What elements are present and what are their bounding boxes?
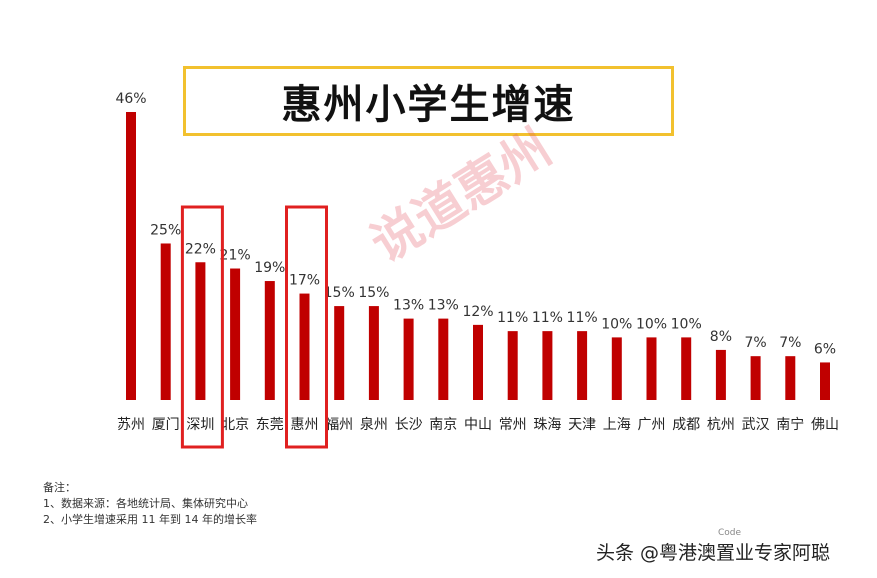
value-labels-layer: 46%25%22% 21%19%17%15% 15%13% 13% 12% 11% 11% 1…	[115, 91, 836, 357]
category-label-16: 广州	[638, 417, 666, 433]
value-label-13: 11%	[532, 310, 563, 326]
category-label-9: 长沙	[395, 417, 423, 433]
value-label-17: 10%	[671, 316, 702, 332]
bar-16	[646, 337, 657, 400]
highlight-box-6	[285, 205, 328, 449]
category-label-14: 天津	[568, 417, 596, 433]
value-label-15: 10%	[601, 316, 632, 332]
bar-19	[750, 356, 761, 400]
value-label-21: 6%	[814, 341, 836, 357]
chart-title: 惠州小学生增速	[281, 82, 576, 128]
bar-10	[438, 318, 449, 400]
bar-18	[715, 349, 726, 400]
category-label-11: 中山	[464, 417, 492, 433]
bar-9	[403, 318, 414, 400]
value-label-19: 7%	[744, 335, 766, 351]
bar-1	[126, 112, 136, 400]
category-label-8: 泉州	[360, 416, 388, 433]
value-label-14: 11%	[567, 310, 598, 326]
bar-3	[195, 262, 206, 400]
bar-17	[681, 337, 692, 400]
value-label-11: 12%	[462, 304, 493, 320]
value-label-20: 7%	[779, 335, 801, 351]
bar-2	[160, 243, 171, 400]
source-tag: Code	[718, 528, 742, 538]
bars-layer	[126, 112, 830, 400]
bar-6	[299, 293, 310, 400]
notes: 备注： 1、数据来源：各地统计局、集体研究中心 2、小学生增速采用 11 年到 …	[43, 480, 257, 528]
bar-12	[507, 331, 518, 400]
category-label-13: 珠海	[533, 417, 561, 433]
value-label-18: 8%	[710, 329, 732, 345]
value-label-6: 17%	[289, 273, 320, 289]
value-label-10: 13%	[428, 298, 459, 314]
highlight-layer	[180, 205, 328, 449]
category-label-10: 南京	[429, 417, 457, 433]
footer-credit: 头条 @粤港澳置业专家阿聪	[596, 542, 831, 564]
bar-21	[820, 362, 830, 400]
value-label-4: 21%	[220, 248, 251, 264]
notes-line-1: 1、数据来源：各地统计局、集体研究中心	[43, 497, 248, 510]
bar-8	[368, 306, 379, 400]
bar-5	[264, 281, 275, 400]
category-label-15: 上海	[603, 417, 631, 433]
category-label-12: 常州	[499, 417, 527, 433]
value-label-9: 13%	[393, 298, 424, 314]
value-label-8: 15%	[358, 285, 389, 301]
bar-15	[611, 337, 622, 400]
notes-heading: 备注：	[43, 481, 76, 494]
category-label-5: 东莞	[256, 417, 284, 433]
value-label-2: 25%	[150, 222, 181, 238]
category-label-21: 佛山	[811, 417, 839, 433]
highlight-box-3	[180, 205, 224, 449]
bar-13	[542, 331, 553, 400]
category-label-19: 武汉	[742, 417, 770, 433]
category-label-1: 苏州	[117, 417, 145, 433]
category-label-20: 南宁	[776, 416, 804, 433]
category-label-2: 厦门	[152, 417, 180, 433]
bar-14	[577, 331, 588, 400]
notes-line-2: 2、小学生增速采用 11 年到 14 年的增长率	[43, 513, 257, 526]
value-label-1: 46%	[115, 91, 146, 107]
category-label-18: 杭州	[707, 417, 735, 433]
value-label-5: 19%	[254, 260, 285, 276]
category-label-7: 福州	[325, 417, 353, 433]
bar-20	[785, 356, 796, 400]
category-label-3: 深圳	[186, 417, 214, 433]
category-labels-layer: 苏州 厦门 深圳 北京 东莞 惠州 福州 泉州 长沙 南京 中山 常州 珠海 天津 上海 广州 成都 杭州 武汉 南宁…	[117, 416, 839, 433]
category-label-6: 惠州	[291, 417, 319, 433]
bar-4	[230, 268, 241, 400]
bar-7	[334, 306, 345, 400]
value-label-12: 11%	[497, 310, 528, 326]
value-label-3: 22%	[185, 241, 216, 257]
value-label-7: 15%	[324, 285, 355, 301]
value-label-16: 10%	[636, 316, 667, 332]
chart-title-box: 惠州小学生增速	[183, 66, 674, 136]
category-label-17: 成都	[672, 417, 700, 433]
category-label-4: 北京	[221, 417, 249, 433]
bar-11	[473, 324, 483, 400]
